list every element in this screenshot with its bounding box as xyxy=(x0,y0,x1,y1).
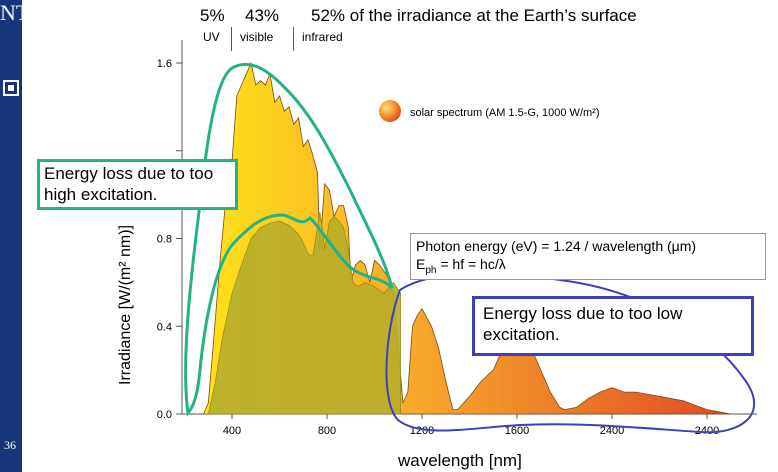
separator-visible xyxy=(293,27,294,51)
photon-formula-E: E xyxy=(416,256,426,272)
separator-uv xyxy=(231,27,232,51)
x-tick-label: 400 xyxy=(223,425,241,437)
high-excitation-callout: Energy loss due to too high excitation. xyxy=(37,159,238,210)
slide-number: 36 xyxy=(4,438,16,452)
y-tick-label: 0.8 xyxy=(157,234,172,246)
x-tick-label: 800 xyxy=(318,425,336,437)
pct-visible: 43% xyxy=(245,6,280,25)
label-visible: visible xyxy=(240,30,274,44)
photon-energy-formula: Photon energy (eV) = 1.24 / wavelength (… xyxy=(410,233,766,280)
photon-formula-prefix: Photon energy (eV) = 1.24 / wavelength ( xyxy=(416,238,672,254)
low-excitation-callout: Energy loss due to too low excitation. xyxy=(472,296,754,356)
x-tick-label: 2400 xyxy=(600,425,624,437)
x-tick-label: 1600 xyxy=(505,425,529,437)
label-infrared: infrared xyxy=(302,30,343,44)
label-uv: UV xyxy=(203,30,220,44)
pct-infrared: 52% of the irradiance at the Earth’s sur… xyxy=(311,6,637,25)
absorbed-area xyxy=(207,212,401,415)
legend-dot-icon xyxy=(379,100,401,122)
photon-formula-unit: μm xyxy=(671,238,692,254)
high-excitation-outline xyxy=(184,62,394,417)
y-tick-label: 0.0 xyxy=(157,409,172,421)
x-axis-label: wavelength [nm] xyxy=(397,451,522,470)
y-tick-label: 1.6 xyxy=(157,58,172,70)
photon-formula-rest: = hf = hc/λ xyxy=(436,256,506,272)
logo-box-icon xyxy=(3,80,19,96)
pct-uv: 5% xyxy=(200,6,225,25)
photon-formula-sub: ph xyxy=(425,264,437,276)
x-tick-label: 2400 xyxy=(695,425,719,437)
y-axis-label: Irradiance [W/(m² nm)] xyxy=(117,225,134,385)
legend-label: solar spectrum (AM 1.5-G, 1000 W/m²) xyxy=(410,107,600,119)
photon-formula-suffix: ) xyxy=(691,238,697,254)
photon-formula-line2: Eph = hf = hc/λ xyxy=(416,255,760,280)
y-tick-label: 0.4 xyxy=(157,321,172,333)
photon-formula-line1: Photon energy (eV) = 1.24 / wavelength (… xyxy=(416,237,760,255)
